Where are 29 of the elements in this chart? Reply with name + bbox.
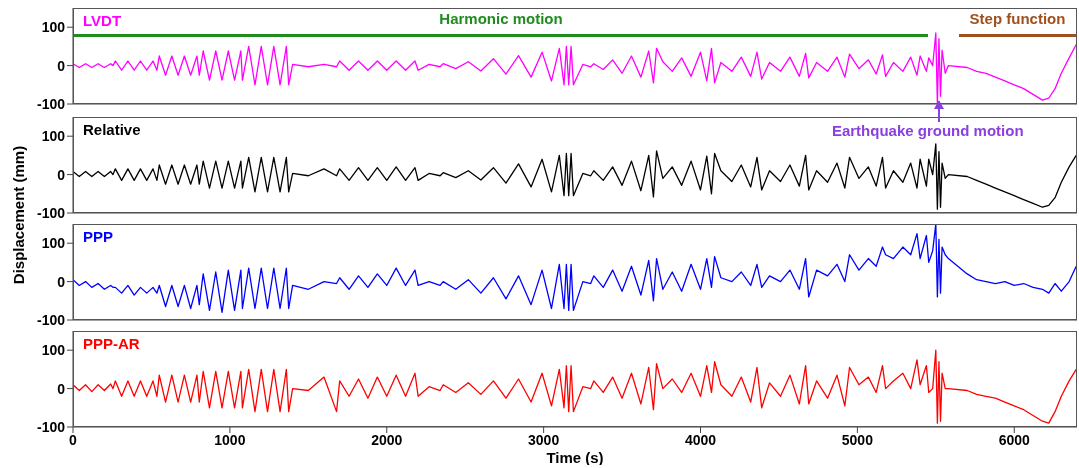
y-tick-label: 0	[57, 273, 66, 290]
y-tick-label: -100	[36, 204, 66, 221]
y-tick-label: -100	[36, 418, 66, 435]
x-tick-label: 1000	[214, 431, 246, 448]
annotation: Step function	[968, 10, 1067, 27]
text: PPP	[83, 228, 114, 245]
x-tick-label: 6000	[998, 431, 1031, 448]
x-tick-label: 2000	[371, 431, 403, 448]
annotation: Harmonic motion	[439, 10, 563, 27]
line-series	[73, 349, 1077, 424]
y-tick-label: 0	[57, 380, 66, 397]
annotation: Earthquake ground motion	[831, 122, 1024, 139]
y-tick-label: 100	[41, 19, 66, 36]
line-series	[73, 143, 1077, 210]
y-tick-label: 0	[57, 166, 66, 183]
x-tick-label: 3000	[528, 431, 560, 448]
series-label: PPP-AR	[83, 335, 140, 352]
x-tick-label: 5000	[841, 431, 874, 448]
text: LVDT	[83, 12, 122, 29]
y-tick-label: 100	[41, 342, 66, 359]
y-tick-label: -100	[36, 311, 66, 328]
y-tick-label: 0	[57, 57, 66, 74]
text: Relative	[83, 121, 141, 138]
x-tick-label: 0	[69, 431, 78, 448]
y-axis-title: Displacement (mm)	[9, 145, 27, 285]
x-tick-label: 4000	[684, 431, 717, 448]
y-tick-label: 100	[41, 235, 66, 252]
y-tick-label: -100	[36, 95, 66, 112]
y-tick-label: 100	[41, 128, 66, 145]
